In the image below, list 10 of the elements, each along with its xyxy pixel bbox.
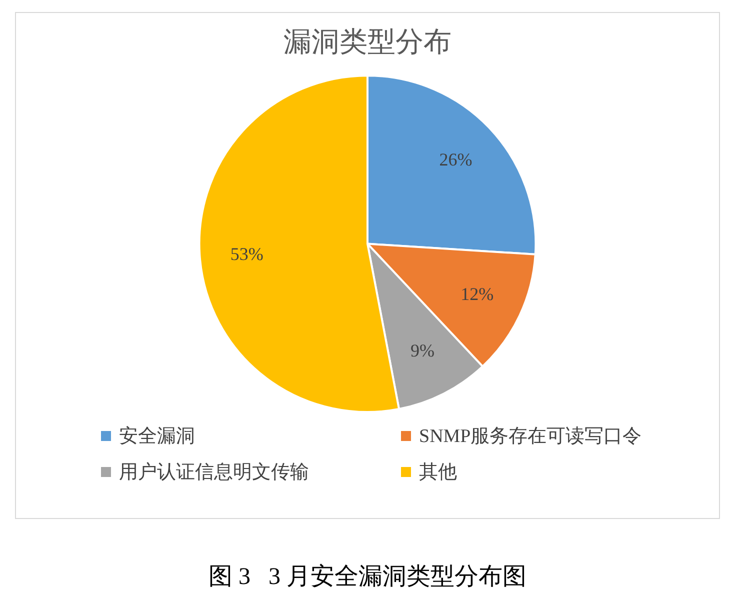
data-label: 53% — [230, 244, 264, 264]
caption: 图 3 3 月安全漏洞类型分布图 — [208, 562, 528, 592]
legend-label: 用户认证信息明文传输 — [119, 461, 309, 485]
legend-label: SNMP服务存在可读写口令 — [419, 425, 642, 449]
data-label: 26% — [439, 150, 472, 170]
data-label: 9% — [410, 340, 434, 360]
legend-label: 其他 — [419, 461, 457, 485]
legend-label: 安全漏洞 — [119, 425, 195, 449]
data-label: 12% — [460, 284, 494, 304]
chart-title: 漏洞类型分布 — [284, 27, 452, 58]
